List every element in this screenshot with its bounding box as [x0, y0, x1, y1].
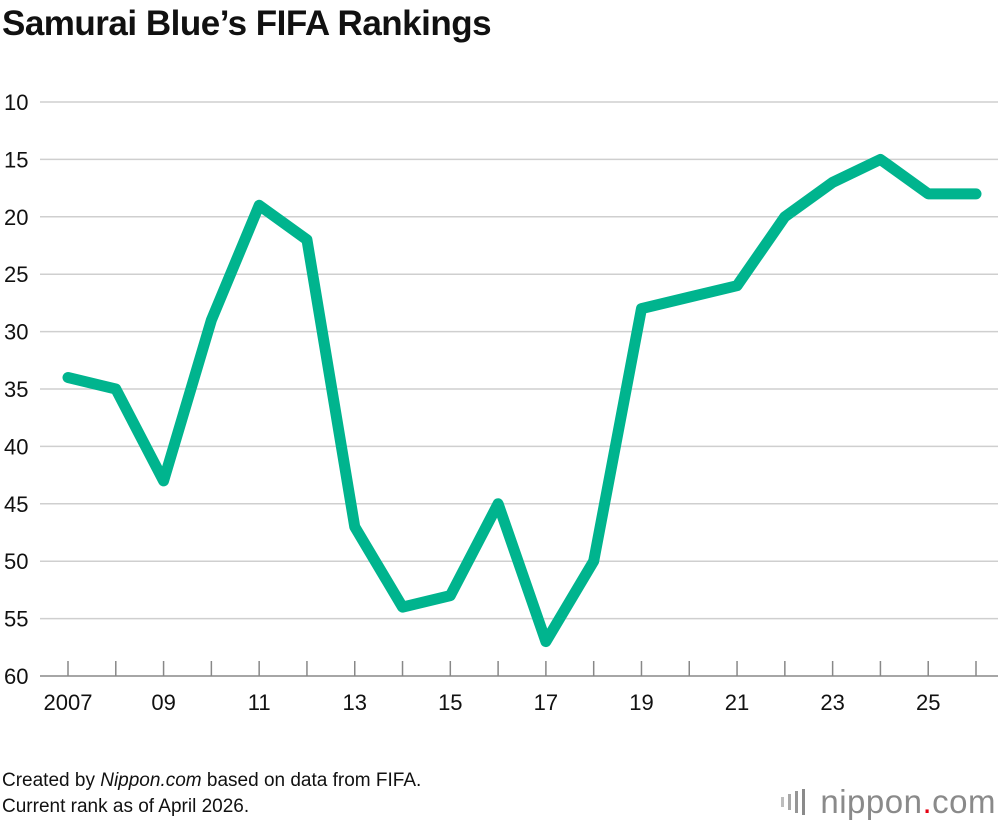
- y-axis: 10 15 20 25 30 35 40 45 50 55 60: [4, 90, 28, 689]
- x-tick-label: 25: [916, 690, 940, 715]
- y-tick-label: 55: [4, 607, 28, 632]
- logo-word: nippon: [820, 783, 923, 820]
- x-tick-label: 13: [342, 690, 366, 715]
- logo-dot: .: [922, 783, 933, 820]
- logo-wordmark: nippon.com: [820, 783, 996, 821]
- y-tick-label: 10: [4, 90, 28, 115]
- x-tick-label: 09: [151, 690, 175, 715]
- nippon-logo: nippon.com: [780, 780, 996, 824]
- x-tick-label: 11: [248, 690, 271, 715]
- y-tick-label: 15: [4, 147, 28, 172]
- x-axis: 2007 09 11 13 15 17 19 21 23 25: [44, 661, 977, 715]
- chart-title: Samurai Blue’s FIFA Rankings: [2, 4, 492, 43]
- x-tick-label: 19: [629, 690, 653, 715]
- footer-date-note: Current rank as of April 2026.: [2, 796, 250, 817]
- y-tick-label: 45: [4, 492, 28, 517]
- x-tick-label: 21: [725, 690, 749, 715]
- y-tick-label: 35: [4, 377, 28, 402]
- footer-credit-prefix: Created by: [2, 770, 101, 791]
- footer-credit: Created by Nippon.com based on data from…: [2, 770, 421, 792]
- grid-lines: [40, 101, 998, 677]
- x-tick-label: 2007: [44, 690, 93, 715]
- series-layer: [62, 153, 982, 648]
- logo-bars-icon: [781, 789, 806, 815]
- footer-credit-suffix: based on data from FIFA.: [201, 770, 422, 791]
- y-tick-label: 60: [4, 664, 28, 689]
- y-tick-label: 50: [4, 549, 28, 574]
- y-tick-label: 30: [4, 320, 28, 345]
- y-tick-label: 40: [4, 434, 28, 459]
- logo-tld: com: [932, 783, 996, 820]
- y-tick-label: 25: [4, 262, 28, 287]
- series-line: [62, 153, 982, 648]
- x-tick-label: 17: [534, 690, 558, 715]
- x-tick-label: 15: [438, 690, 462, 715]
- footer-credit-source: Nippon.com: [100, 770, 202, 791]
- y-tick-label: 20: [4, 205, 28, 230]
- x-tick-label: 23: [820, 690, 844, 715]
